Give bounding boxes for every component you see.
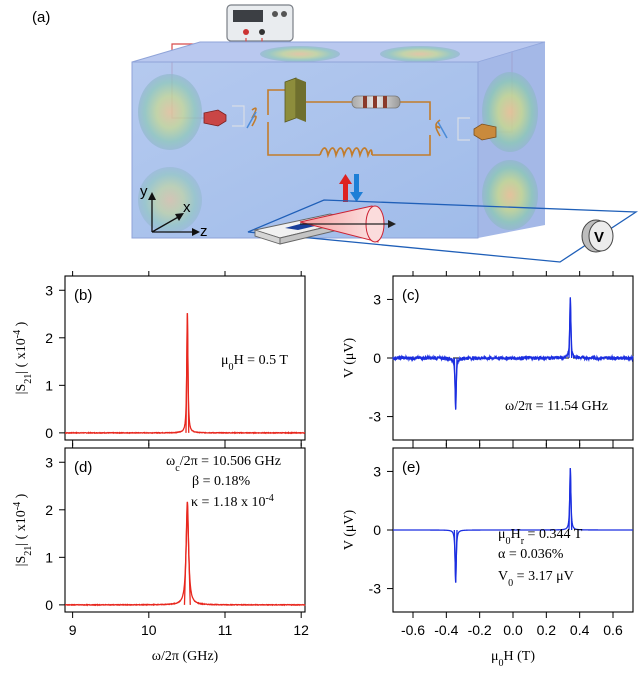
y-tick-label: 3	[45, 454, 53, 470]
annotation: V0 = 3.17 μV	[498, 569, 574, 589]
y-axis-label-text: V (μV)	[342, 510, 357, 551]
y-tick-label: -3	[369, 581, 382, 597]
series-line	[64, 313, 306, 435]
x-ticks: 9 10 11 12	[69, 443, 309, 638]
x-tick-label: -0.4	[434, 622, 458, 638]
panel-a-label: (a)	[32, 9, 50, 26]
x-axis-label: μ0H (T)	[491, 649, 535, 669]
peak-mark	[568, 468, 573, 531]
x-tick-label: 12	[293, 622, 309, 638]
y-axis-label: |S21| ( x10-4 )	[12, 321, 34, 394]
annotation: α = 0.036%	[498, 547, 564, 562]
panel-label: (e)	[402, 459, 420, 476]
chart-frame	[64, 275, 306, 441]
y-tick-label: 1	[45, 377, 53, 393]
annotation: β = 0.18%	[192, 474, 251, 489]
y-tick-label: 0	[373, 522, 381, 538]
voltmeter-icon: V	[581, 219, 614, 253]
chart-panel-b: (b) 0 1 2 3 |S21| ( x10-4 ) μ0H = 0.5 T	[12, 271, 306, 446]
panel-a-schematic: (a)	[32, 4, 639, 263]
y-axis-label: |S21| ( x10-4 )	[12, 493, 34, 566]
coupling-arrows	[339, 174, 363, 202]
y-tick-label: 0	[373, 350, 381, 366]
y-tick-label: -3	[369, 409, 382, 425]
cavity-box	[131, 41, 546, 239]
y-tick-label: 3	[373, 463, 381, 479]
chart-panel-e: (e) -0.6 -0.4 -0.2 0.0 0.2 0.4 0.6 -3 0 3 V (μV) μ0H…	[342, 443, 634, 669]
y-axis-label-text: |S21| ( x10-4 )	[12, 493, 34, 566]
y-tick-label: 0	[45, 425, 53, 441]
svg-text:V: V	[594, 229, 604, 246]
annotation: ω/2π = 11.54 GHz	[505, 399, 608, 414]
series-line	[392, 297, 634, 410]
connector-right-icon	[473, 123, 497, 141]
y-ticks: 0 1 2 3	[45, 282, 65, 441]
x-tick-label: 11	[218, 622, 233, 638]
x-axis-label: ω/2π (GHz)	[152, 649, 219, 664]
x-tick-label: 0.0	[503, 622, 523, 638]
coupling-loop-left	[232, 105, 257, 129]
y-tick-label: 0	[45, 597, 53, 613]
peak-mark	[568, 298, 573, 359]
voltage-source-icon	[226, 4, 294, 42]
peak-mark	[183, 501, 191, 605]
y-axis-label: V (μV)	[342, 510, 357, 551]
x-tick-label: 10	[141, 622, 157, 638]
axis-label-z: z	[200, 223, 208, 240]
y-ticks: -3 0 3	[369, 463, 393, 597]
precession-cone-icon	[299, 205, 396, 243]
axis-label-x: x	[183, 199, 191, 216]
y-ticks: 0 1 2 3	[45, 454, 65, 613]
capacitor-icon	[284, 77, 306, 123]
x-tick-label: 9	[69, 622, 77, 638]
peak-mark	[453, 529, 458, 583]
y-axis-label: V (μV)	[342, 338, 357, 379]
y-tick-label: 2	[45, 502, 53, 518]
chart-panel-c: (c) -3 0 3 V (μV) ω/2π = 11.54 GHz	[342, 271, 634, 446]
annotation: ωc/2π = 10.506 GHz	[166, 454, 281, 474]
coordinate-axes	[148, 192, 200, 236]
peak-mark	[185, 313, 190, 433]
peak-mark	[453, 357, 458, 409]
y-tick-label: 1	[45, 549, 53, 565]
y-ticks: -3 0 3	[369, 291, 393, 425]
x-tick-label: -0.6	[401, 622, 425, 638]
y-tick-label: 2	[45, 330, 53, 346]
y-tick-label: 3	[45, 282, 53, 298]
y-axis-label-text: |S21| ( x10-4 )	[12, 321, 34, 394]
coupling-loop-right	[435, 117, 470, 141]
x-ticks: -0.6 -0.4 -0.2 0.0 0.2 0.4 0.6	[401, 443, 623, 638]
panel-label: (c)	[402, 287, 420, 304]
x-tick-label: -0.2	[468, 622, 492, 638]
connector-left-icon	[203, 109, 227, 127]
measurement-plane	[247, 199, 639, 263]
chart-frame	[64, 447, 306, 613]
x-tick-label: 0.2	[537, 622, 557, 638]
x-tick-label: 0.4	[570, 622, 590, 638]
axis-label-y: y	[140, 183, 148, 200]
x-tick-label: 0.6	[603, 622, 623, 638]
series-line	[393, 468, 633, 583]
y-axis-label-text: V (μV)	[342, 338, 357, 379]
resistor-icon	[351, 95, 401, 109]
annotation: μ0H = 0.5 T	[221, 353, 288, 373]
panel-label: (d)	[74, 459, 92, 476]
annotation: κ = 1.18 x 10-4	[191, 493, 274, 511]
y-tick-label: 3	[373, 291, 381, 307]
annotation: μ0Hr = 0.344 T	[498, 527, 583, 547]
panel-label: (b)	[74, 287, 92, 304]
